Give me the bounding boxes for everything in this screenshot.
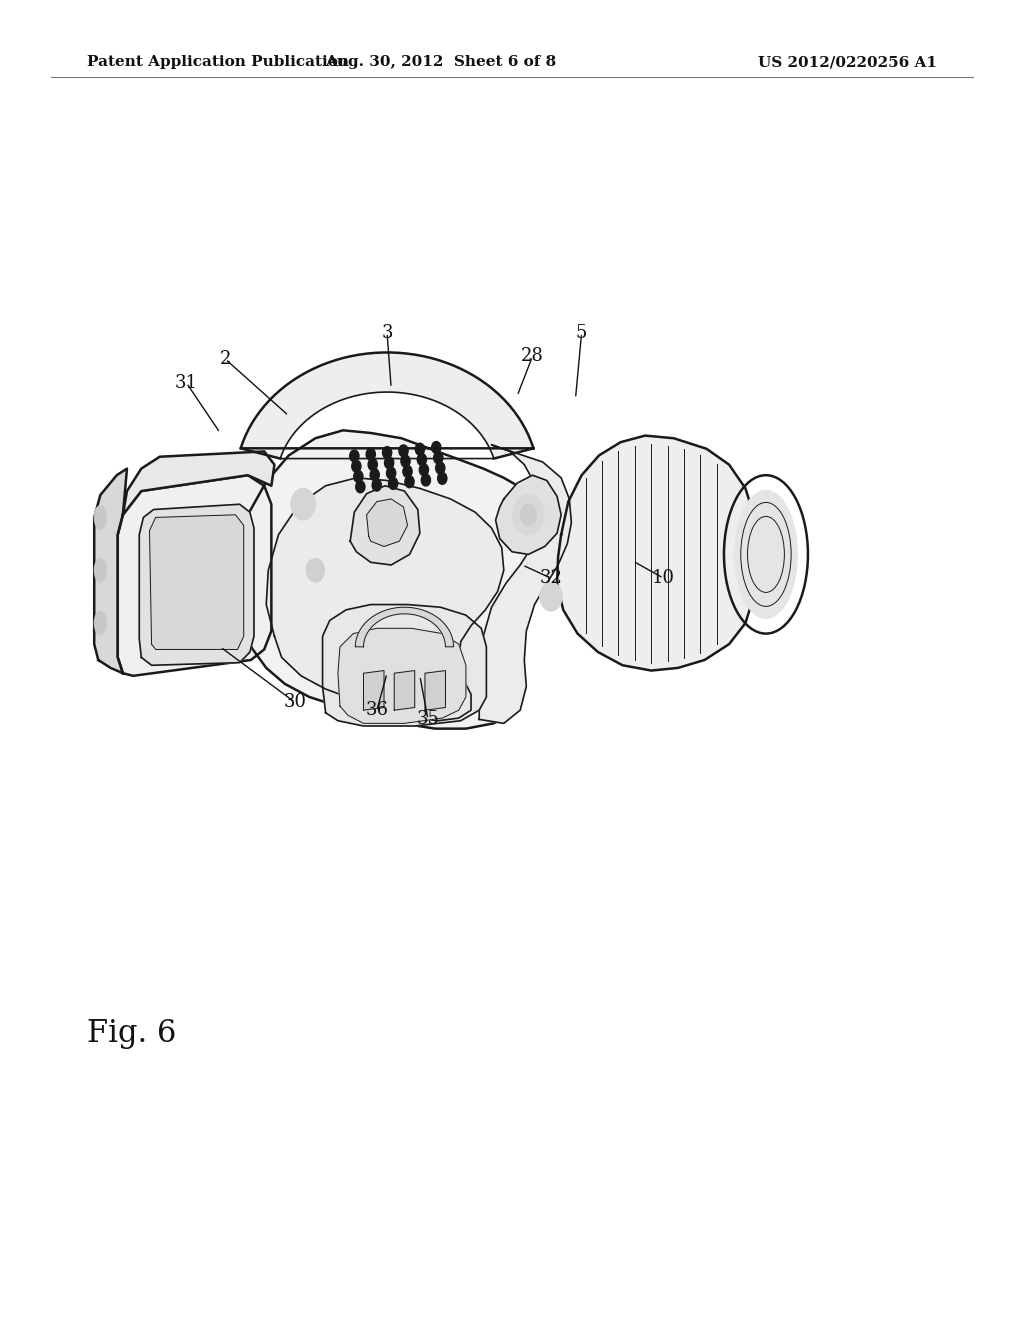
Text: 30: 30 [284, 693, 306, 711]
Circle shape [513, 495, 544, 535]
Polygon shape [323, 605, 486, 726]
Circle shape [355, 480, 365, 492]
Polygon shape [557, 436, 754, 671]
Circle shape [416, 444, 425, 455]
Circle shape [418, 454, 427, 466]
Circle shape [368, 458, 377, 470]
Circle shape [306, 558, 325, 582]
Circle shape [367, 449, 376, 461]
Circle shape [540, 582, 562, 611]
Circle shape [401, 455, 410, 467]
Ellipse shape [735, 491, 797, 618]
Circle shape [419, 463, 428, 475]
Circle shape [384, 457, 393, 469]
Circle shape [435, 462, 444, 474]
Circle shape [432, 441, 441, 454]
Circle shape [291, 488, 315, 520]
Circle shape [388, 478, 397, 490]
Text: Fig. 6: Fig. 6 [87, 1019, 176, 1049]
Text: 2: 2 [219, 350, 231, 368]
Text: 31: 31 [175, 374, 198, 392]
Circle shape [421, 474, 430, 486]
Polygon shape [364, 671, 384, 710]
Circle shape [402, 466, 412, 478]
Polygon shape [241, 352, 534, 458]
Text: Patent Application Publication: Patent Application Publication [87, 55, 349, 70]
Polygon shape [479, 445, 571, 723]
Circle shape [372, 479, 381, 491]
Circle shape [352, 461, 361, 473]
Circle shape [350, 450, 359, 462]
Polygon shape [496, 475, 561, 554]
Circle shape [370, 469, 379, 480]
Polygon shape [123, 451, 274, 515]
Circle shape [404, 475, 414, 487]
Circle shape [437, 473, 446, 484]
Text: US 2012/0220256 A1: US 2012/0220256 A1 [758, 55, 937, 70]
Circle shape [383, 446, 392, 458]
Polygon shape [425, 671, 445, 710]
Polygon shape [150, 515, 244, 649]
Polygon shape [394, 671, 415, 710]
Text: 32: 32 [540, 569, 562, 587]
Circle shape [520, 504, 537, 525]
Polygon shape [367, 499, 408, 546]
Text: 10: 10 [652, 569, 675, 587]
Text: Aug. 30, 2012  Sheet 6 of 8: Aug. 30, 2012 Sheet 6 of 8 [325, 55, 556, 70]
Polygon shape [338, 628, 466, 723]
Text: 28: 28 [521, 347, 544, 366]
Polygon shape [266, 478, 504, 721]
Polygon shape [350, 486, 420, 565]
Ellipse shape [94, 506, 106, 529]
Polygon shape [233, 430, 545, 729]
Ellipse shape [94, 611, 106, 635]
Text: 5: 5 [575, 323, 588, 342]
Text: 35: 35 [417, 710, 439, 729]
Polygon shape [118, 475, 271, 676]
Circle shape [386, 467, 395, 479]
Text: 3: 3 [381, 323, 393, 342]
Circle shape [399, 445, 409, 457]
Text: 36: 36 [366, 701, 388, 719]
Polygon shape [139, 504, 254, 665]
Polygon shape [94, 469, 127, 673]
Circle shape [353, 470, 362, 483]
Polygon shape [355, 607, 454, 647]
Circle shape [434, 451, 442, 463]
Ellipse shape [94, 558, 106, 582]
